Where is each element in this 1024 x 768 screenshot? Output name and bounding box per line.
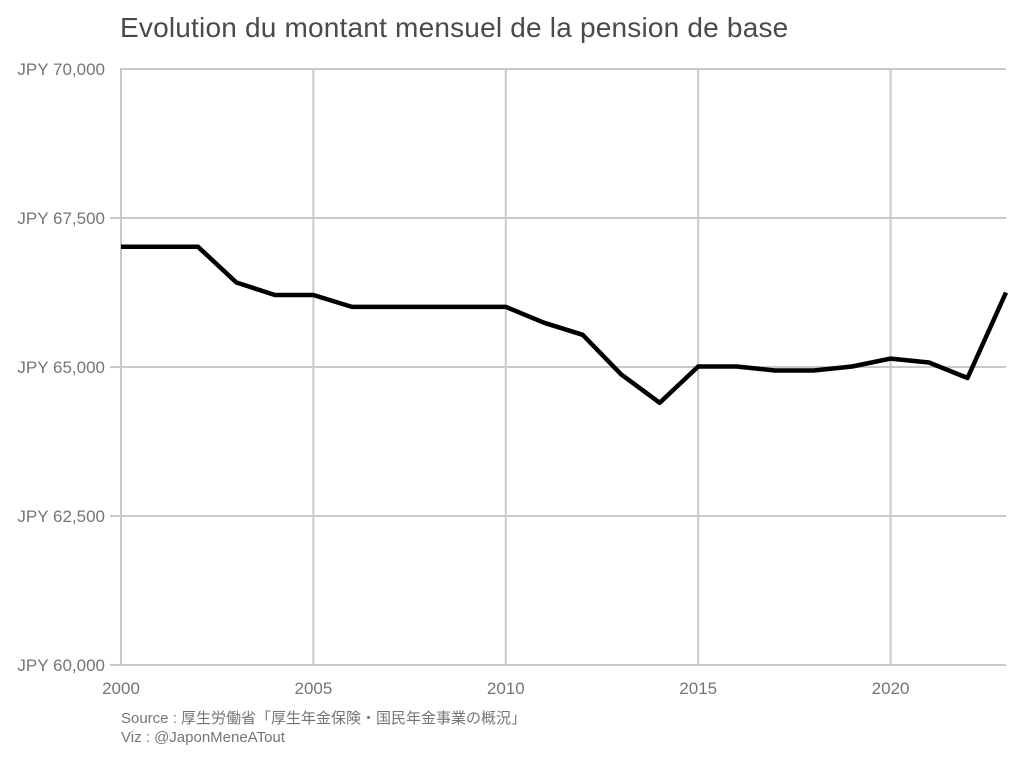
y-tick-label: JPY 60,000 [17, 656, 105, 675]
x-tick-label: 2005 [294, 679, 332, 698]
y-tick-label: JPY 70,000 [17, 60, 105, 79]
source-note: Source : 厚生労働省「厚生年金保険・国民年金事業の概況」 [121, 710, 527, 727]
x-tick-label: 2010 [487, 679, 525, 698]
x-tick-label: 2000 [102, 679, 140, 698]
y-tick-label: JPY 65,000 [17, 358, 105, 377]
chart-title: Evolution du montant mensuel de la pensi… [120, 12, 789, 43]
x-tick-label: 2015 [679, 679, 717, 698]
y-tick-label: JPY 67,500 [17, 209, 105, 228]
chart-footnote: Source : 厚生労働省「厚生年金保険・国民年金事業の概況」 Viz : @… [121, 709, 526, 747]
viz-credit: Viz : @JaponMeneATout [121, 729, 285, 746]
x-tick-label: 2020 [872, 679, 910, 698]
pension-data-line [121, 244, 1009, 406]
y-tick-label: JPY 62,500 [17, 507, 105, 526]
